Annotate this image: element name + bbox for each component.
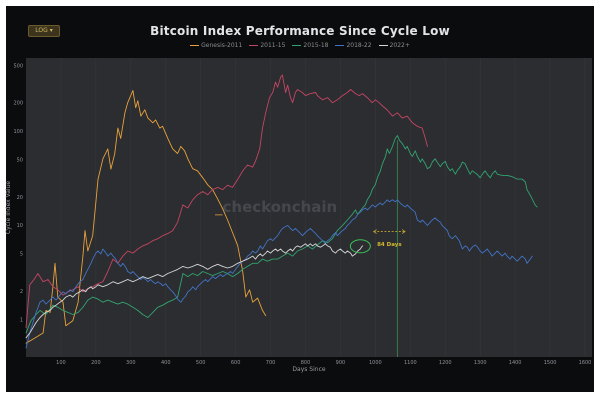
x-tick-label: 1500 xyxy=(544,360,557,366)
x-tick-label: 1200 xyxy=(439,360,452,366)
scale-dropdown[interactable]: LOG ▾ xyxy=(28,25,60,37)
x-tick-label: 800 xyxy=(301,360,311,366)
arrowhead-right xyxy=(401,229,406,234)
legend-label-2015-18: 2015-18 xyxy=(303,42,329,49)
legend-item-2011-15[interactable]: 2011-15 xyxy=(249,42,285,49)
y-tick-label: 50 xyxy=(17,157,23,163)
endpoint-highlight-ellipse xyxy=(349,239,371,254)
x-tick-label: 1400 xyxy=(509,360,522,366)
scale-dropdown-label: LOG xyxy=(35,27,48,34)
days-annotation-label: 84 Days xyxy=(377,242,402,248)
legend-label-2011-15: 2011-15 xyxy=(260,42,286,49)
plot-area xyxy=(26,58,592,357)
legend: Genesis-2011 2011-15 2015-18 2018-22 2022+ xyxy=(0,42,600,49)
watermark: _checkonchain xyxy=(215,198,337,216)
legend-item-genesis-2011[interactable]: Genesis-2011 xyxy=(190,42,242,49)
series-line-genesis-2011 xyxy=(25,90,267,344)
series-line-2011-15 xyxy=(25,74,428,329)
y-tick-label: 2 xyxy=(20,289,23,295)
x-tick-label: 900 xyxy=(336,360,346,366)
x-tick-label: 700 xyxy=(266,360,276,366)
legend-label-2022-plus: 2022+ xyxy=(389,42,410,49)
legend-item-2018-22[interactable]: 2018-22 xyxy=(335,42,372,49)
x-tick-label: 600 xyxy=(231,360,241,366)
x-tick-label: 100 xyxy=(56,360,66,366)
y-axis-title: Cycle Index Value xyxy=(5,181,12,235)
legend-swatch-2018-22 xyxy=(335,45,345,46)
x-tick-label: 300 xyxy=(126,360,136,366)
x-tick-label: 400 xyxy=(161,360,171,366)
y-tick-label: 100 xyxy=(13,129,23,135)
legend-swatch-2022-plus xyxy=(378,45,388,46)
series-line-2015-18 xyxy=(25,135,538,334)
y-tick-label: 200 xyxy=(13,101,23,107)
y-tick-label: 1 xyxy=(20,317,23,323)
y-tick-label: 10 xyxy=(17,223,23,229)
legend-swatch-genesis-2011 xyxy=(190,45,200,46)
chart-title: Bitcoin Index Performance Since Cycle Lo… xyxy=(150,24,450,38)
legend-swatch-2015-18 xyxy=(292,45,302,46)
legend-item-2022-plus[interactable]: 2022+ xyxy=(378,42,410,49)
y-axis: 1 2 5 10 20 50 100 200 500 xyxy=(13,63,23,323)
legend-item-2015-18[interactable]: 2015-18 xyxy=(292,42,328,49)
x-tick-label: 1300 xyxy=(474,360,487,366)
series-line-2022-plus xyxy=(25,243,363,339)
legend-label-2018-22: 2018-22 xyxy=(346,42,372,49)
x-tick-label: 1000 xyxy=(369,360,382,366)
x-axis-title: Days Since xyxy=(292,366,325,373)
legend-swatch-2011-15 xyxy=(249,45,259,46)
y-tick-label: 5 xyxy=(20,252,23,258)
x-tick-label: 1600 xyxy=(579,360,592,366)
x-tick-label: 200 xyxy=(91,360,101,366)
legend-label-genesis-2011: Genesis-2011 xyxy=(201,42,243,49)
x-tick-label: 500 xyxy=(196,360,206,366)
y-tick-label: 20 xyxy=(17,195,23,201)
series-line-2018-22 xyxy=(25,199,533,349)
x-axis: 100 200 300 400 500 600 700 800 900 1000 1100 1200 1… xyxy=(56,58,591,366)
arrowhead-left xyxy=(372,229,377,234)
y-tick-label: 500 xyxy=(13,63,23,69)
x-tick-label: 1100 xyxy=(404,360,417,366)
caret-down-icon: ▾ xyxy=(49,27,53,34)
